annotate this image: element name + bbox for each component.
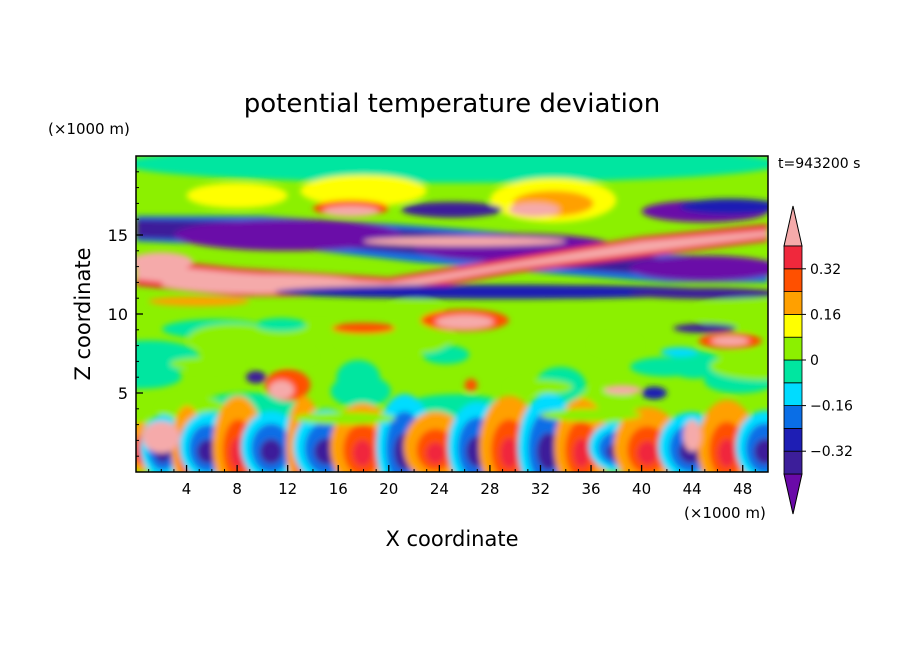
colorbar-segment (783, 245, 803, 270)
field-blob (401, 201, 503, 218)
x-tick-label: 20 (379, 480, 398, 498)
y-axis: 5 10 15 (108, 171, 143, 457)
field-blob (331, 322, 396, 334)
field-blob (540, 408, 642, 422)
field-blob (573, 438, 590, 468)
field-blob (323, 205, 379, 217)
field-blob (186, 182, 288, 209)
field-blob (464, 378, 478, 392)
colorbar-segment (783, 359, 803, 384)
colorbar-segment (783, 427, 803, 452)
field-blob (300, 174, 427, 207)
field-blob (255, 318, 307, 332)
colorbar-tick-label: −0.16 (810, 399, 853, 415)
field-blob (711, 336, 750, 346)
y-tick-label: 15 (108, 226, 128, 245)
field-blob (536, 432, 560, 471)
colorbar-segment (783, 382, 803, 406)
x-tick-label: 24 (430, 480, 449, 498)
colorbar-segment (783, 268, 803, 292)
colorbar-segment (783, 450, 803, 475)
field-blob (683, 419, 702, 452)
x-tick-label: 44 (683, 480, 702, 498)
x-tick-label: 16 (329, 480, 348, 498)
field-blob (630, 357, 702, 377)
field-blob (710, 352, 768, 380)
field-blob (170, 357, 240, 371)
chart-title: potential temperature deviation (244, 89, 660, 119)
colorbar-tick-label: 0 (810, 353, 819, 369)
colorbar-segment (783, 336, 803, 361)
field-blob (696, 298, 768, 330)
x-tick-label: 12 (278, 480, 297, 498)
field-blob (435, 314, 494, 330)
x-axis: 4 8 12 16 20 24 28 32 36 40 44 48 (148, 465, 756, 498)
x-tick-label: 4 (182, 480, 192, 498)
x-tick-label: 28 (480, 480, 499, 498)
field-blob (136, 252, 193, 272)
field-blob (591, 335, 640, 354)
field-blob (603, 385, 642, 395)
x-tick-label: 32 (531, 480, 550, 498)
y-tick-label: 10 (108, 305, 128, 324)
field-blob (660, 347, 699, 357)
field-blob (363, 236, 566, 247)
field-blob (352, 439, 373, 467)
field-blob (754, 438, 768, 465)
field-top-cyan (136, 156, 768, 183)
field-layers (136, 156, 768, 472)
colorbar-tick-label: 0.32 (810, 262, 841, 278)
field-blob (637, 441, 658, 465)
field-blob (142, 421, 181, 454)
colorbar-tick-label: −0.32 (810, 444, 853, 460)
colorbar-tick-label: 0.16 (810, 307, 841, 323)
x-unit-label: (×1000 m) (684, 504, 766, 522)
x-tick-label: 8 (232, 480, 242, 498)
field-blob (673, 323, 737, 333)
plot-area (136, 156, 768, 472)
field-blob (294, 411, 396, 425)
field-blob (679, 198, 768, 215)
colorbar-min-arrow (783, 473, 803, 515)
x-axis-label: X coordinate (385, 527, 518, 551)
y-unit-label: (×1000 m) (48, 120, 130, 138)
time-label: t=943200 s (778, 156, 860, 172)
field-blob (251, 347, 315, 365)
colorbar-max-arrow (783, 205, 803, 247)
field-blob (148, 296, 250, 307)
field-blob (628, 287, 768, 299)
field-blob (330, 374, 391, 408)
field-blob (507, 379, 573, 395)
x-tick-label: 48 (733, 480, 752, 498)
colorbar-segment (783, 405, 803, 429)
field-blob (268, 380, 294, 400)
field-blob (188, 323, 280, 354)
field-blob (259, 439, 283, 464)
y-tick-label: 5 (118, 384, 128, 403)
field-blob (500, 437, 519, 469)
y-axis-label: Z coordinate (71, 247, 95, 380)
colorbar-segment (783, 313, 803, 338)
field-blob (641, 386, 667, 400)
x-tick-label: 40 (632, 480, 651, 498)
field-blob (426, 442, 446, 464)
colorbar: 0.32 0.16 0 −0.16 −0.32 (783, 205, 853, 515)
field-blob (275, 284, 731, 299)
field-blob (245, 370, 267, 384)
field-blob (136, 340, 200, 375)
field-blob (718, 438, 736, 468)
x-tick-label: 36 (581, 480, 600, 498)
negative-core-west (173, 219, 402, 251)
negative-core-east (628, 255, 768, 281)
field-blob (508, 202, 560, 217)
colorbar-segment (783, 291, 803, 315)
